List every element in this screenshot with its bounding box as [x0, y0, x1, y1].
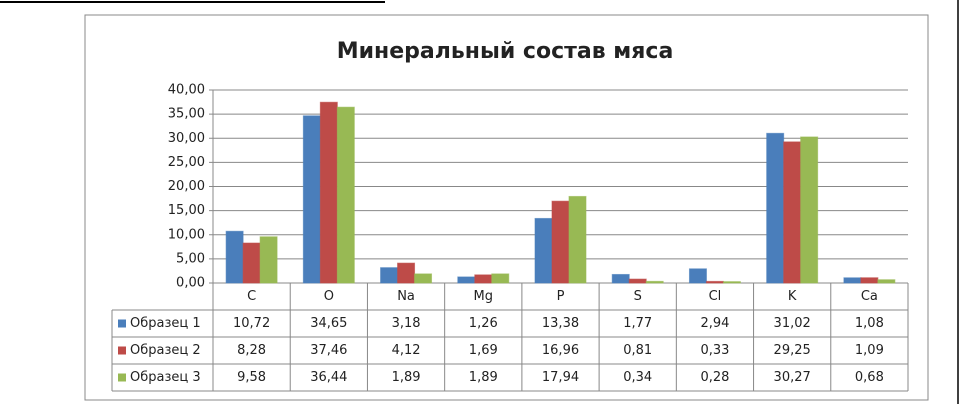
x-tick-label: Mg: [474, 289, 493, 304]
y-tick-label: 5,00: [176, 251, 205, 266]
x-tick-label: S: [634, 289, 642, 304]
bar: [225, 230, 244, 284]
bar: [860, 277, 879, 284]
x-tick-label: P: [557, 289, 565, 304]
y-tick-label: 35,00: [168, 107, 205, 122]
table-cell: 29,25: [774, 343, 811, 358]
bar: [319, 101, 338, 284]
y-tick-label: 25,00: [168, 155, 205, 170]
bar: [705, 280, 724, 284]
legend-key: [118, 373, 126, 382]
y-tick-label: 40,00: [168, 83, 205, 98]
bar: [800, 136, 819, 284]
table-cell: 0,68: [855, 370, 884, 385]
table-cell: 0,28: [700, 370, 729, 385]
table-cell: 31,02: [774, 316, 811, 331]
table-cell: 8,28: [237, 343, 266, 358]
bar: [491, 273, 510, 284]
table-cell: 10,72: [233, 316, 270, 331]
bar: [568, 195, 587, 284]
table-cell: 1,26: [469, 316, 498, 331]
bar: [414, 273, 433, 284]
bar: [380, 267, 399, 284]
bar: [474, 274, 493, 284]
table-cell: 16,96: [542, 343, 579, 358]
bar: [534, 217, 553, 284]
legend-label: Образец 2: [130, 343, 201, 358]
bar: [336, 106, 355, 284]
table-cell: 30,27: [774, 370, 811, 385]
bar: [551, 200, 570, 284]
x-tick-label: K: [788, 289, 797, 304]
bar: [397, 262, 416, 284]
table-cell: 0,33: [700, 343, 729, 358]
legend-label: Образец 3: [130, 370, 201, 385]
table-cell: 36,44: [310, 370, 347, 385]
table-cell: 1,09: [855, 343, 884, 358]
x-tick-label: Na: [397, 289, 415, 304]
y-tick-label: 20,00: [168, 179, 205, 194]
table-cell: 3,18: [392, 316, 421, 331]
chart-title: Минеральный состав мяса: [337, 39, 674, 64]
table-cell: 34,65: [310, 316, 347, 331]
x-tick-label: O: [324, 289, 334, 304]
table-cell: 17,94: [542, 370, 579, 385]
bar: [688, 268, 707, 284]
bar: [766, 132, 785, 284]
bar: [259, 236, 278, 284]
bar: [628, 278, 647, 284]
bar: [843, 277, 862, 284]
table-cell: 1,89: [469, 370, 498, 385]
bar: [242, 242, 261, 284]
bar: [877, 279, 896, 284]
bar: [645, 280, 664, 284]
table-cell: 37,46: [310, 343, 347, 358]
y-tick-label: 0,00: [176, 276, 205, 291]
table-cell: 0,81: [623, 343, 652, 358]
bar: [722, 281, 741, 284]
legend-key: [118, 319, 126, 328]
table-cell: 9,58: [237, 370, 266, 385]
x-tick-label: Ca: [861, 289, 878, 304]
table-cell: 1,77: [623, 316, 652, 331]
y-tick-label: 30,00: [168, 131, 205, 146]
bar: [457, 276, 476, 284]
y-tick-label: 15,00: [168, 203, 205, 218]
table-cell: 1,69: [469, 343, 498, 358]
table-cell: 0,34: [623, 370, 652, 385]
x-tick-label: C: [247, 289, 256, 304]
table-cell: 4,12: [392, 343, 421, 358]
table-cell: 1,89: [392, 370, 421, 385]
legend-label: Образец 1: [130, 316, 201, 331]
y-tick-label: 10,00: [168, 227, 205, 242]
bar: [783, 141, 802, 284]
bar: [611, 273, 630, 284]
table-cell: 1,08: [855, 316, 884, 331]
table-cell: 13,38: [542, 316, 579, 331]
table-cell: 2,94: [700, 316, 729, 331]
legend-key: [118, 346, 126, 355]
x-tick-label: Cl: [709, 289, 722, 304]
bar: [302, 115, 321, 284]
